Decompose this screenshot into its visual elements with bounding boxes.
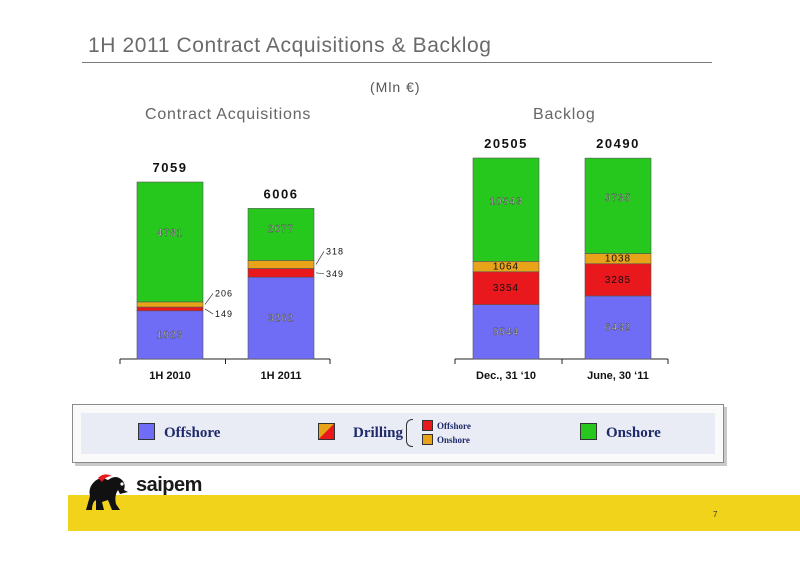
bar-1-0-onshore [472, 157, 540, 262]
segment-label-1-0-3: 10543 [490, 197, 523, 208]
title-divider [82, 62, 712, 63]
legend-drilling-label: Drilling [353, 425, 404, 441]
total-label-0-0: 7059 [153, 160, 188, 175]
bar-1-0-drilling-offshore [472, 271, 540, 305]
leader-line-0-0-1 [204, 308, 214, 315]
segment-label-0-0-2: 206 [215, 288, 233, 298]
legend-onshore-label: Onshore [606, 425, 661, 441]
bar-1-1-drilling-offshore [584, 263, 652, 297]
segment-label-1-0-0: 5544 [493, 327, 519, 338]
segment-label-1-0-1: 3354 [493, 283, 519, 294]
legend-panel [81, 413, 715, 454]
total-label-1-1: 20490 [596, 136, 640, 151]
brand-name: saipem [136, 474, 202, 496]
bar-1-0-offshore [472, 304, 540, 360]
legend-drilling-onshore-swatch [422, 434, 433, 445]
charts-canvas: 7059 1H 2010 1923 149 206 4781 6006 1H 2011 3262… [119, 136, 669, 382]
bar-1-1-onshore [584, 157, 652, 254]
leader-line-0-1-1 [315, 272, 325, 275]
segment-label-0-1-0: 3262 [268, 313, 294, 324]
segment-label-0-0-0: 1923 [157, 330, 183, 341]
backlog-chart-title: Backlog [533, 106, 596, 123]
bar-1-1-offshore [584, 295, 652, 360]
legend-drilling-offshore-label: Offshore [437, 421, 471, 431]
segment-label-1-0-2: 1064 [493, 262, 519, 273]
leader-line-0-1-2 [315, 251, 325, 265]
bar-0-1-drilling-offshore [247, 268, 315, 278]
legend-drilling-onshore-label: Onshore [437, 435, 470, 445]
category-label-0-0: 1H 2010 [149, 370, 191, 382]
bar-0-1-drilling-onshore [247, 260, 315, 269]
segment-label-0-1-1: 349 [326, 269, 344, 279]
segment-label-1-1-1: 3285 [605, 275, 631, 286]
segment-label-1-1-0: 6432 [605, 322, 631, 333]
bar-0-0-drilling-offshore [136, 306, 204, 312]
unit-label: (Mln €) [370, 79, 421, 95]
bar-0-0-offshore [136, 310, 204, 360]
bar-0-1-onshore [247, 208, 315, 261]
legend [72, 404, 724, 463]
bar-0-0-onshore [136, 181, 204, 303]
legend-brace [406, 419, 413, 447]
category-label-1-0: Dec., 31 ‘10 [476, 370, 536, 382]
acquisitions-chart-title: Contract Acquisitions [145, 106, 312, 123]
segment-label-0-1-2: 318 [326, 246, 344, 256]
page-number: 7 [713, 510, 718, 519]
bar-0-1-offshore [247, 276, 315, 360]
legend-onshore-swatch [580, 423, 597, 440]
legend-drilling-swatch [318, 423, 335, 440]
legend-offshore-swatch [138, 423, 155, 440]
leader-line-0-0-2 [204, 293, 214, 305]
segment-label-0-0-1: 149 [215, 309, 233, 319]
category-label-1-1: June, 30 ‘11 [587, 370, 649, 382]
saipem-logo-icon [86, 474, 128, 510]
segment-label-1-1-2: 1038 [605, 254, 631, 265]
segment-label-0-1-3: 2077 [268, 224, 294, 235]
segment-label-1-1-3: 9735 [605, 193, 631, 204]
legend-drilling-offshore-swatch [422, 420, 433, 431]
page-title: 1H 2011 Contract Acquisitions & Backlog [88, 34, 492, 57]
legend-offshore-label: Offshore [164, 425, 221, 441]
bar-0-0-drilling-onshore [136, 301, 204, 308]
total-label-1-0: 20505 [484, 136, 528, 151]
category-label-0-1: 1H 2011 [261, 370, 302, 382]
footer-bar [68, 495, 800, 531]
total-label-0-1: 6006 [264, 186, 299, 201]
segment-label-0-0-3: 4781 [157, 228, 183, 239]
